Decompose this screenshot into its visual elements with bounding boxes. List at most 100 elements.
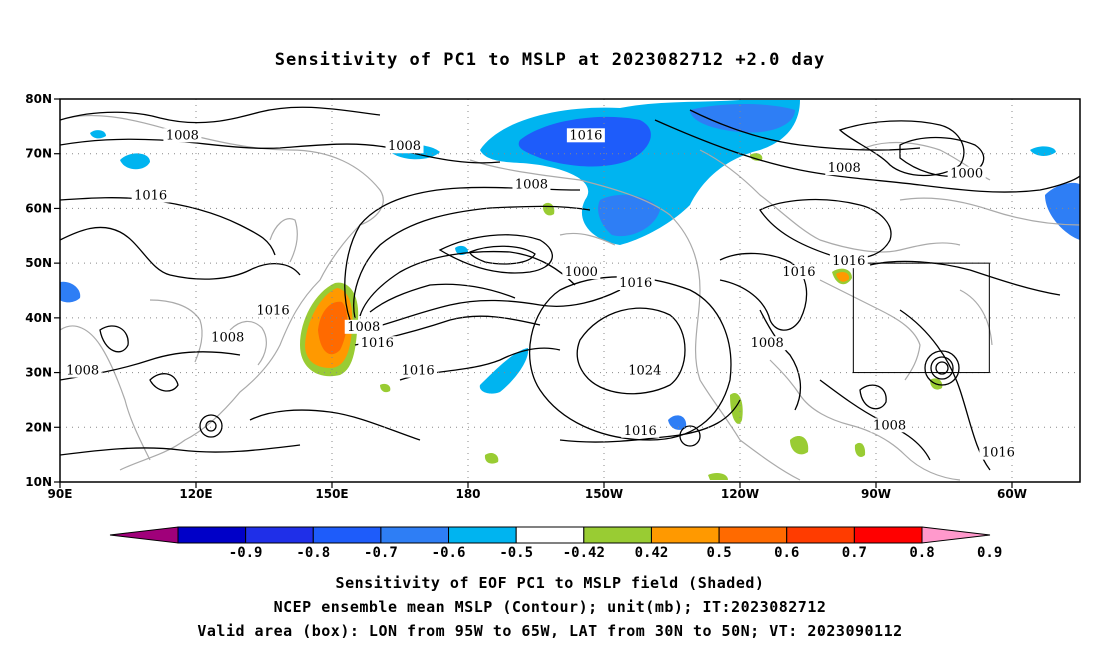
contour-label: 1008: [748, 336, 787, 351]
lat-tick-label: 70N: [25, 147, 52, 161]
lat-tick-label: 50N: [25, 256, 52, 270]
contour-label-text: 1016: [569, 128, 602, 143]
colorbar-box: [853, 526, 923, 544]
colorbar-box: [786, 526, 855, 544]
contour-label-bg: [748, 336, 787, 351]
shade-blue-right-edge: [1045, 182, 1080, 240]
colorbar-box: [177, 526, 247, 544]
contour-label-bg: [208, 330, 247, 345]
shade-blue-small3: [668, 415, 687, 430]
contour-label-bg: [870, 418, 909, 433]
shade-blue-arctic-east: [690, 104, 795, 133]
lat-tick-label: 20N: [25, 420, 52, 434]
mslp-contours: [60, 106, 1080, 471]
coastlines: [60, 114, 1080, 481]
contour-label: 1008: [163, 128, 202, 143]
shade-green-small2: [484, 452, 499, 464]
contour-label-bg: [625, 363, 664, 378]
contour-label-bg: [344, 319, 383, 334]
contour-label-text: 1008: [751, 336, 784, 351]
contour-label-text: 1008: [66, 364, 99, 379]
shade-green-small1: [542, 202, 555, 216]
lon-tick-label: 90W: [861, 487, 891, 501]
footer-line-3: Valid area (box): LON from 95W to 65W, L…: [197, 622, 903, 640]
contour-label: 1008: [870, 418, 909, 433]
footer-line-1: Sensitivity of EOF PC1 to MSLP field (Sh…: [335, 574, 765, 592]
colorbar-label: -0.5: [499, 545, 533, 561]
contour-label: 1016: [979, 445, 1018, 461]
contour-label-bg: [779, 265, 818, 280]
shade-blue-mid: [598, 194, 660, 237]
colorbar-box: [583, 526, 652, 544]
footer-line-2: NCEP ensemble mean MSLP (Contour); unit(…: [273, 598, 827, 616]
contour-label: 1016: [131, 188, 170, 203]
shade-green-small7: [750, 153, 763, 161]
contour-label-text: 1016: [982, 446, 1015, 461]
shade-orange-atlantic: [836, 271, 850, 282]
page-title: Sensitivity of PC1 to MSLP at 2023082712…: [274, 50, 826, 70]
sensitivity-shading: [60, 100, 1080, 480]
colorbar-label: 0.9: [977, 545, 1002, 561]
colorbar: -0.9 -0.8 -0.7 -0.6 -0.5 -0.42 0.42 0.5 0.6 0.7 0.…: [109, 526, 1002, 561]
plot-frame: [59, 98, 1081, 483]
contour-label-bg: [512, 177, 551, 192]
contour-label-bg: [829, 254, 868, 269]
lat-tick-label: 40N: [25, 311, 52, 325]
contour-label-bg: [399, 363, 438, 378]
contour-label-bg: [63, 363, 102, 378]
colorbar-over-triangle: [921, 526, 991, 544]
contour-label: 1000: [947, 166, 986, 182]
contour-label-bg: [163, 128, 202, 143]
lat-tick-label: 80N: [25, 92, 52, 106]
lon-tick-label: 90E: [48, 487, 73, 501]
contour-label-bg: [979, 445, 1018, 460]
colorbar-box: [312, 526, 382, 544]
contour-label-text: 1016: [624, 424, 657, 439]
contour-label: 1016: [621, 423, 660, 439]
colorbar-box: [380, 526, 450, 544]
gridlines: [60, 99, 1080, 482]
contour-label: 1016: [566, 128, 605, 143]
contour-label-bg: [562, 265, 601, 280]
contour-label: 1016: [829, 254, 868, 269]
shade-blue-pacific: [479, 348, 529, 394]
colorbar-label: 0.42: [635, 545, 669, 561]
contour-label-text: 1008: [347, 320, 380, 335]
colorbar-label: -0.9: [229, 545, 263, 561]
lon-tick-label: 120W: [721, 487, 759, 501]
contour-label: 1008: [512, 177, 551, 193]
contour-label-text: 1008: [211, 331, 244, 346]
contour-label-text: 1008: [388, 139, 421, 154]
contour-label-bg: [254, 303, 293, 318]
contour-label-text: 1016: [361, 336, 394, 351]
contour-label-text: 1000: [950, 167, 983, 182]
valid-area-box: [852, 262, 990, 374]
shade-blue-left-edge: [60, 281, 81, 303]
contour-label: 1008: [344, 319, 383, 335]
contour-label: 1024: [625, 363, 664, 379]
lon-tick-label: 150W: [585, 487, 623, 501]
shade-darkorange-jp: [318, 301, 348, 355]
contour-label-text: 1016: [832, 254, 865, 269]
colorbar-box: [448, 526, 517, 544]
lon-tick-label: 150E: [315, 487, 348, 501]
colorbar-box: [245, 526, 314, 544]
contour-label-text: 1000: [565, 265, 598, 280]
lat-tick-label: 30N: [25, 366, 52, 380]
colorbar-label: 0.8: [909, 545, 934, 561]
contour-label-text: 1008: [828, 161, 861, 176]
colorbar-label: -0.6: [432, 545, 466, 561]
contour-label-bg: [616, 276, 655, 291]
contour-label: 1008: [385, 139, 424, 154]
contour-label: 1016: [254, 303, 293, 318]
contour-label: 1008: [63, 363, 102, 379]
colorbar-label: 0.5: [706, 545, 731, 561]
colorbar-label: -0.8: [296, 545, 330, 561]
contour-label-text: 1016: [257, 303, 290, 318]
contour-label-bg: [358, 336, 397, 351]
lon-tick-label: 60W: [997, 487, 1027, 501]
shade-green-small5: [854, 442, 866, 457]
colorbar-under-triangle: [109, 526, 179, 544]
